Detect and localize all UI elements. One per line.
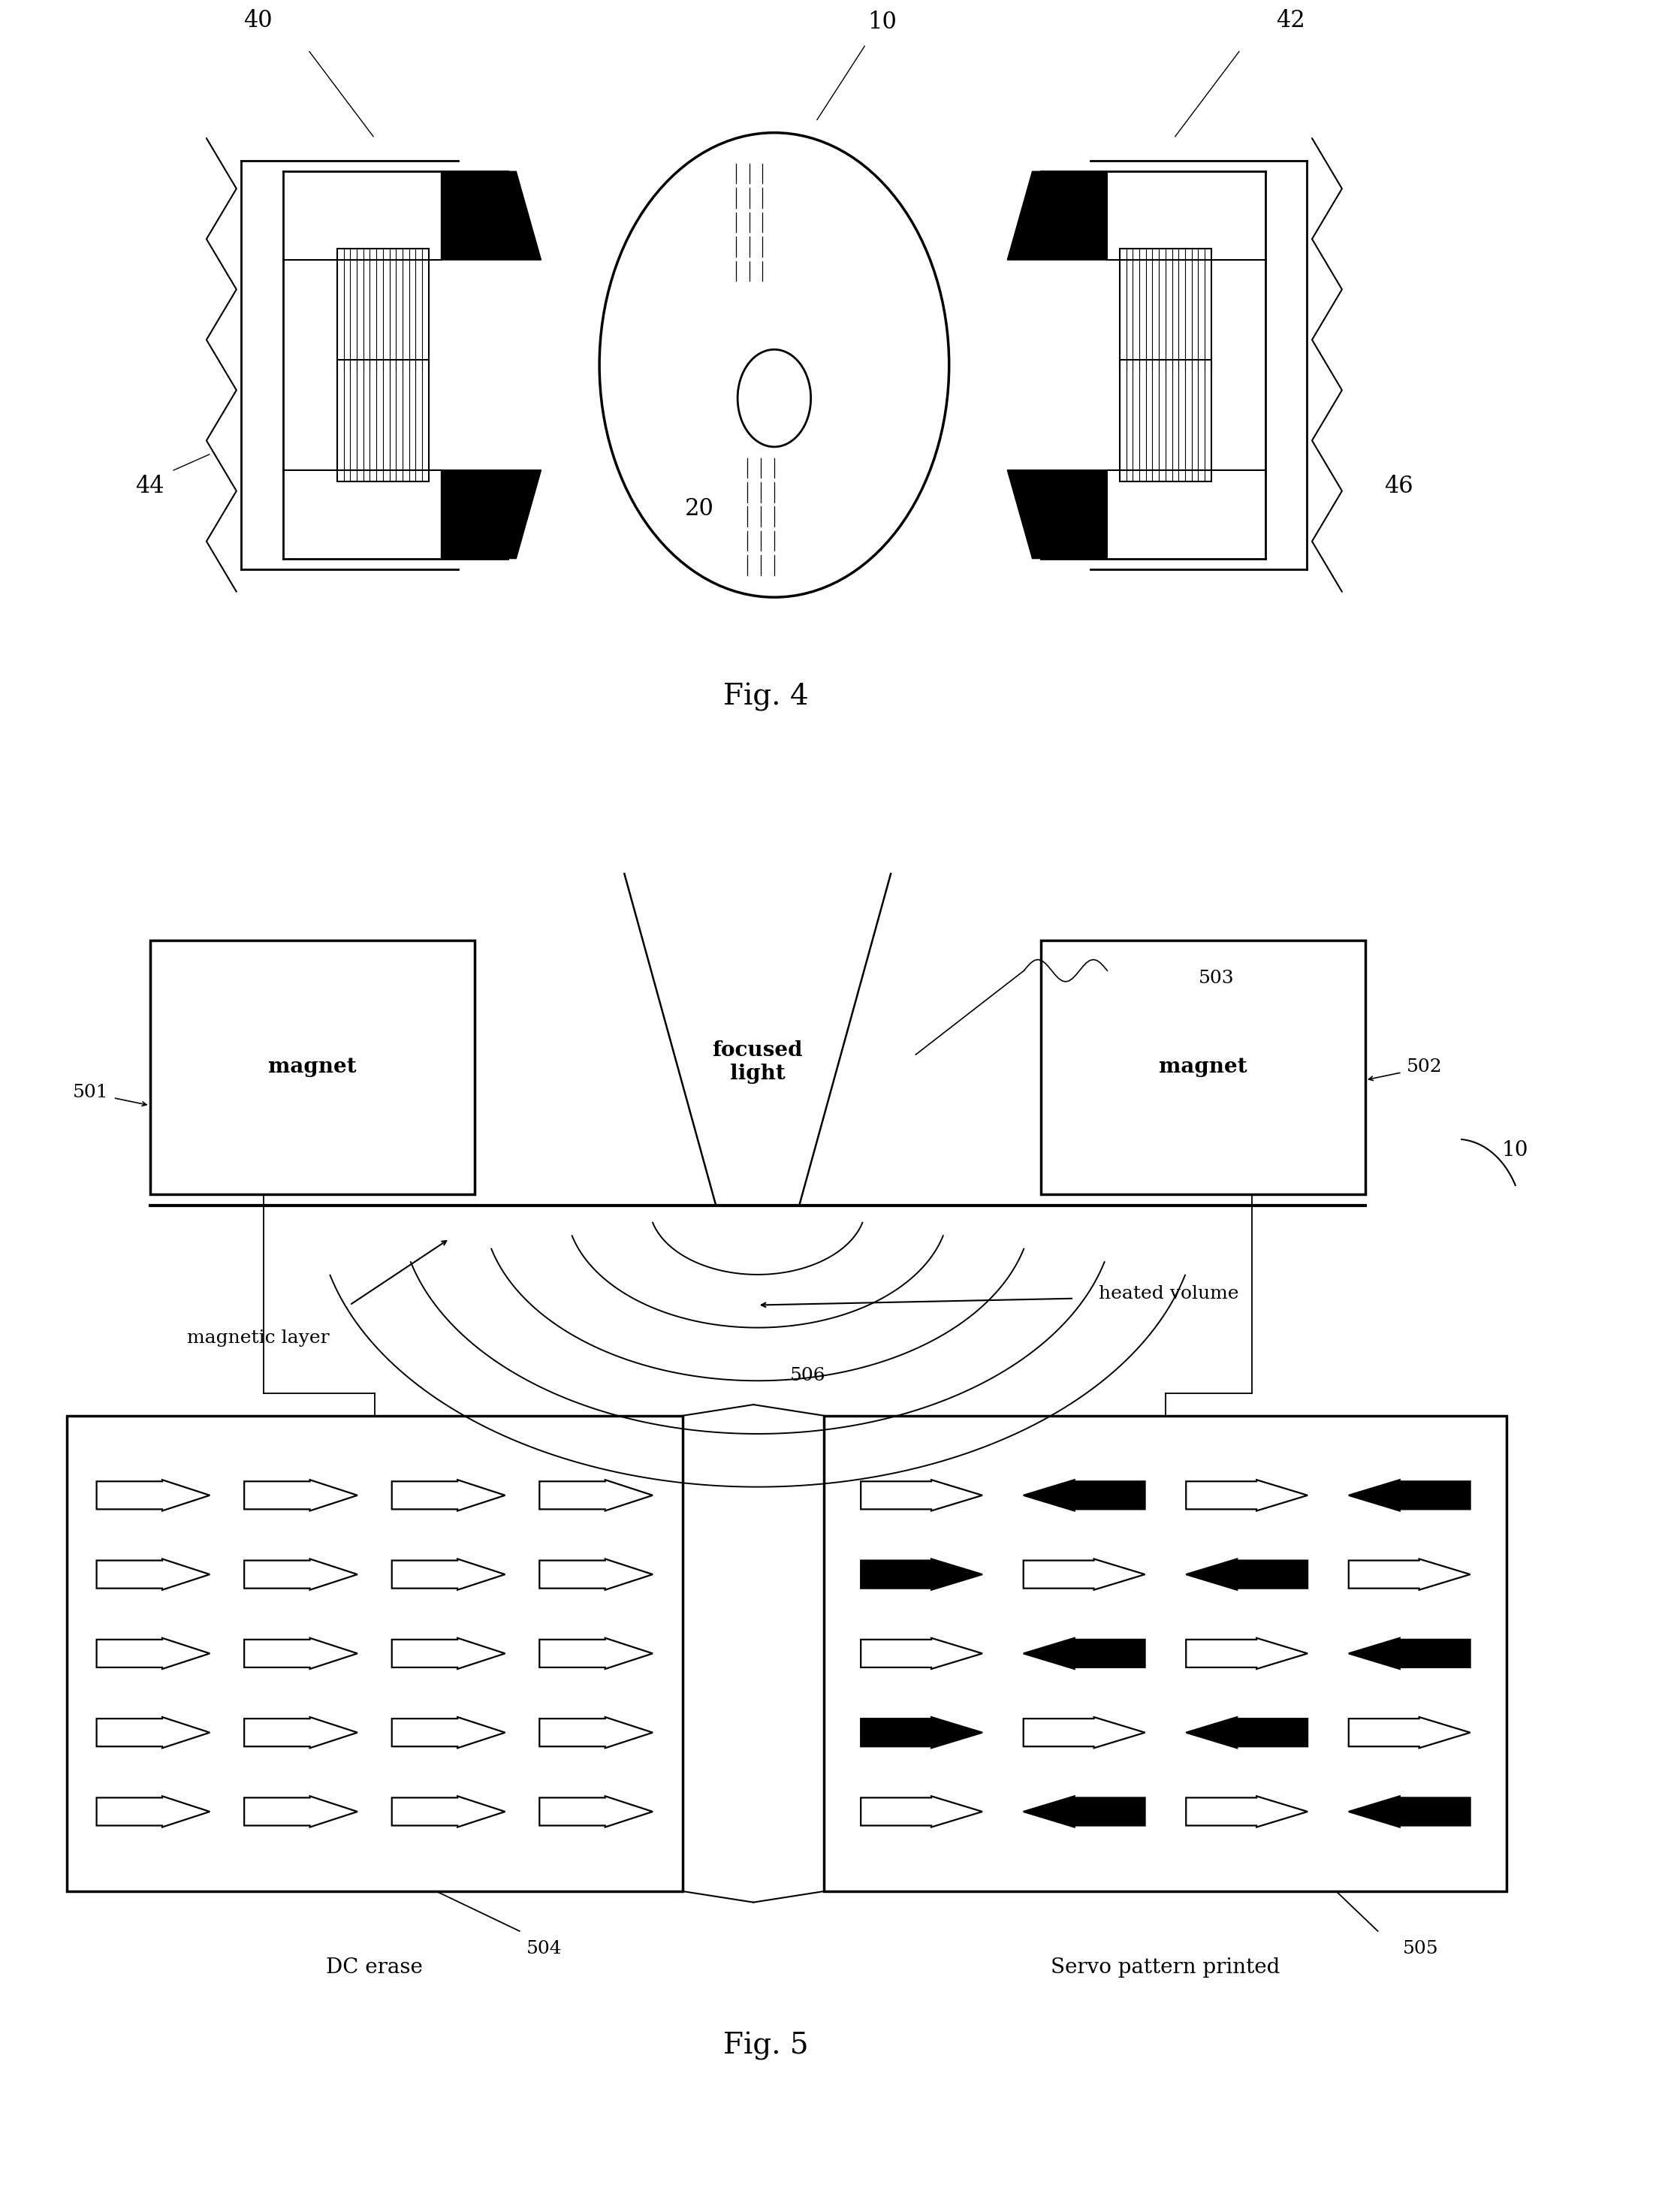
Polygon shape (245, 1796, 358, 1827)
Polygon shape (1024, 1559, 1146, 1590)
Polygon shape (1024, 1717, 1146, 1747)
Text: 44: 44 (135, 476, 165, 498)
Text: 502: 502 (1407, 1060, 1442, 1075)
Polygon shape (1007, 173, 1107, 261)
Polygon shape (441, 469, 541, 560)
Polygon shape (1349, 1637, 1470, 1670)
Polygon shape (539, 1637, 653, 1670)
Bar (150, 940, 475, 1194)
Bar (336, 358, 430, 480)
Polygon shape (1185, 1637, 1307, 1670)
Polygon shape (391, 1717, 504, 1747)
Text: 501: 501 (73, 1084, 108, 1102)
Text: magnet: magnet (1159, 1057, 1247, 1077)
Polygon shape (539, 1480, 653, 1511)
Text: 46: 46 (1384, 476, 1414, 498)
Polygon shape (441, 173, 541, 261)
Polygon shape (1349, 1480, 1470, 1511)
Text: 506: 506 (789, 1367, 826, 1385)
Polygon shape (1349, 1796, 1470, 1827)
Text: DC erase: DC erase (326, 1958, 423, 1978)
Polygon shape (1185, 1480, 1307, 1511)
Polygon shape (539, 1796, 653, 1827)
Polygon shape (391, 1637, 504, 1670)
Circle shape (738, 349, 811, 447)
Text: 503: 503 (1199, 969, 1234, 987)
Polygon shape (245, 1637, 358, 1670)
Polygon shape (1024, 1796, 1146, 1827)
Bar (1121, 358, 1212, 480)
Polygon shape (1024, 1480, 1146, 1511)
Polygon shape (861, 1637, 982, 1670)
Polygon shape (539, 1717, 653, 1747)
Polygon shape (97, 1637, 210, 1670)
Text: heated volume: heated volume (1099, 1285, 1239, 1303)
Polygon shape (97, 1717, 210, 1747)
Bar (67, 1416, 683, 1891)
Bar (336, 248, 430, 369)
Text: 10: 10 (867, 11, 897, 33)
Bar (1041, 940, 1365, 1194)
Polygon shape (391, 1796, 504, 1827)
Polygon shape (861, 1717, 982, 1747)
Polygon shape (1024, 1637, 1146, 1670)
Text: 505: 505 (1402, 1940, 1439, 1958)
Text: Fig. 4: Fig. 4 (723, 684, 809, 710)
Circle shape (599, 133, 949, 597)
Polygon shape (1185, 1717, 1307, 1747)
Polygon shape (1185, 1559, 1307, 1590)
Text: magnetic layer: magnetic layer (186, 1329, 330, 1347)
Polygon shape (97, 1559, 210, 1590)
Text: magnet: magnet (268, 1057, 356, 1077)
Polygon shape (1349, 1717, 1470, 1747)
Polygon shape (1007, 469, 1107, 560)
Bar (1121, 248, 1212, 369)
Text: 10: 10 (1502, 1139, 1528, 1161)
Text: focused
light: focused light (713, 1040, 803, 1084)
Polygon shape (97, 1796, 210, 1827)
Polygon shape (391, 1559, 504, 1590)
Text: Fig. 5: Fig. 5 (723, 2033, 809, 2059)
Polygon shape (861, 1559, 982, 1590)
Polygon shape (1349, 1559, 1470, 1590)
Polygon shape (861, 1796, 982, 1827)
Bar (824, 1416, 1507, 1891)
Text: 20: 20 (684, 498, 714, 520)
Polygon shape (1185, 1796, 1307, 1827)
Text: 504: 504 (526, 1940, 563, 1958)
Polygon shape (391, 1480, 504, 1511)
Polygon shape (245, 1480, 358, 1511)
Text: 40: 40 (243, 9, 273, 33)
Polygon shape (245, 1559, 358, 1590)
Polygon shape (245, 1717, 358, 1747)
Polygon shape (97, 1480, 210, 1511)
Polygon shape (539, 1559, 653, 1590)
Polygon shape (861, 1480, 982, 1511)
Text: 42: 42 (1275, 9, 1305, 33)
Text: Servo pattern printed: Servo pattern printed (1051, 1958, 1280, 1978)
